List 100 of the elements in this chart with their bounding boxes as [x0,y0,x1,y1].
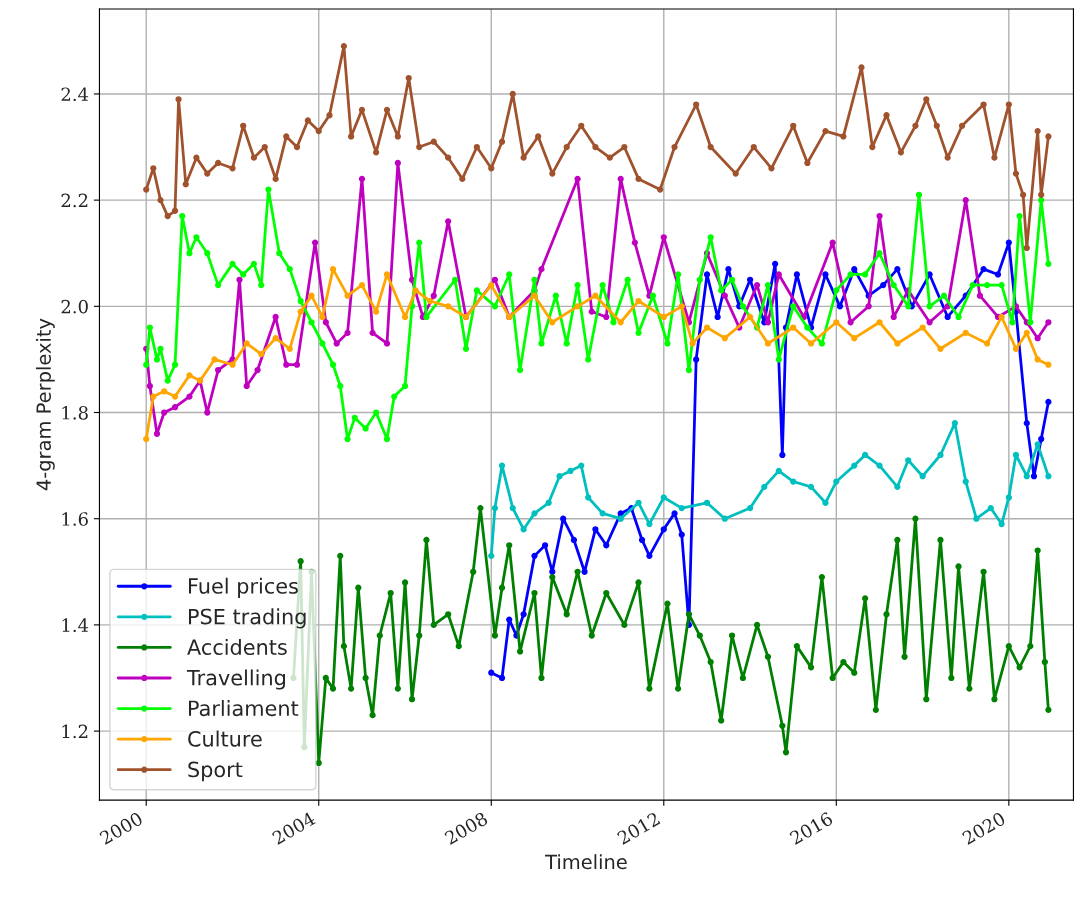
point [790,478,797,485]
point [764,340,772,347]
legend-label: Fuel prices [189,577,298,598]
legend-label: Parliament [189,700,299,717]
point [905,457,912,464]
point [876,319,883,326]
point [161,388,168,395]
point [851,266,858,273]
point [660,313,667,321]
point [592,526,599,533]
point [678,303,685,310]
y-tick-label: 2.4 [61,87,89,102]
y-tick-label: 1.8 [62,405,88,420]
point [1034,356,1041,363]
point [1012,451,1020,459]
point [578,462,585,469]
point [506,616,513,623]
point [962,478,969,485]
point [973,515,980,522]
point [171,393,179,400]
point [1030,473,1038,480]
point [308,292,315,299]
point [1034,441,1041,448]
point [833,478,840,485]
point [491,504,499,512]
point [570,536,578,544]
point [143,435,150,443]
point [585,494,592,501]
point [876,462,883,469]
point [520,611,527,618]
point [1023,329,1030,336]
point [498,674,506,682]
point [746,504,754,512]
point [1045,361,1052,368]
point [761,483,768,490]
point [790,324,797,331]
point [358,281,366,289]
legend-label: Sport [188,761,243,782]
point [498,462,506,469]
point [592,292,599,299]
point [822,499,829,506]
point [567,467,574,475]
point [987,504,994,512]
point [211,356,218,363]
point [880,281,887,289]
point [574,303,581,310]
point [297,308,304,315]
point [678,504,685,512]
point [725,266,732,273]
point [344,292,351,299]
point [775,467,782,475]
point [714,313,721,321]
y-tick-label: 1.2 [62,724,88,739]
y-tick-label: 2.0 [61,299,88,314]
point [545,499,552,506]
point [383,271,391,278]
point [851,335,858,342]
point [1045,398,1052,406]
point [401,313,409,321]
point [951,420,958,427]
point [862,451,869,459]
point [779,451,786,459]
point [646,552,653,559]
point [229,361,236,368]
point [488,669,495,676]
legend-label: PSE trading [189,608,306,629]
point [635,297,642,305]
point [793,271,800,278]
point [894,266,901,273]
point [833,319,840,326]
point [894,340,901,347]
point [1038,435,1045,443]
point [638,536,646,544]
point [1005,239,1012,246]
point [678,531,685,538]
point [1005,494,1012,501]
point [994,271,1002,278]
point [617,319,624,326]
point [962,329,969,336]
point [541,542,549,549]
point [272,335,279,342]
point [836,303,844,310]
point [1023,420,1030,427]
point [746,276,754,283]
y-tick-label: 2.2 [61,193,88,208]
point [412,287,419,294]
point [822,271,829,278]
point [599,510,606,517]
point [286,345,293,352]
point [703,271,711,278]
point [319,313,326,321]
y-tick-label: 1.4 [62,618,89,633]
point [919,473,926,480]
x-axis-title: Timeline [545,854,627,870]
point [520,526,527,533]
point [998,520,1005,528]
point [531,510,538,517]
point [660,526,667,533]
point [560,515,567,522]
point [329,266,337,273]
